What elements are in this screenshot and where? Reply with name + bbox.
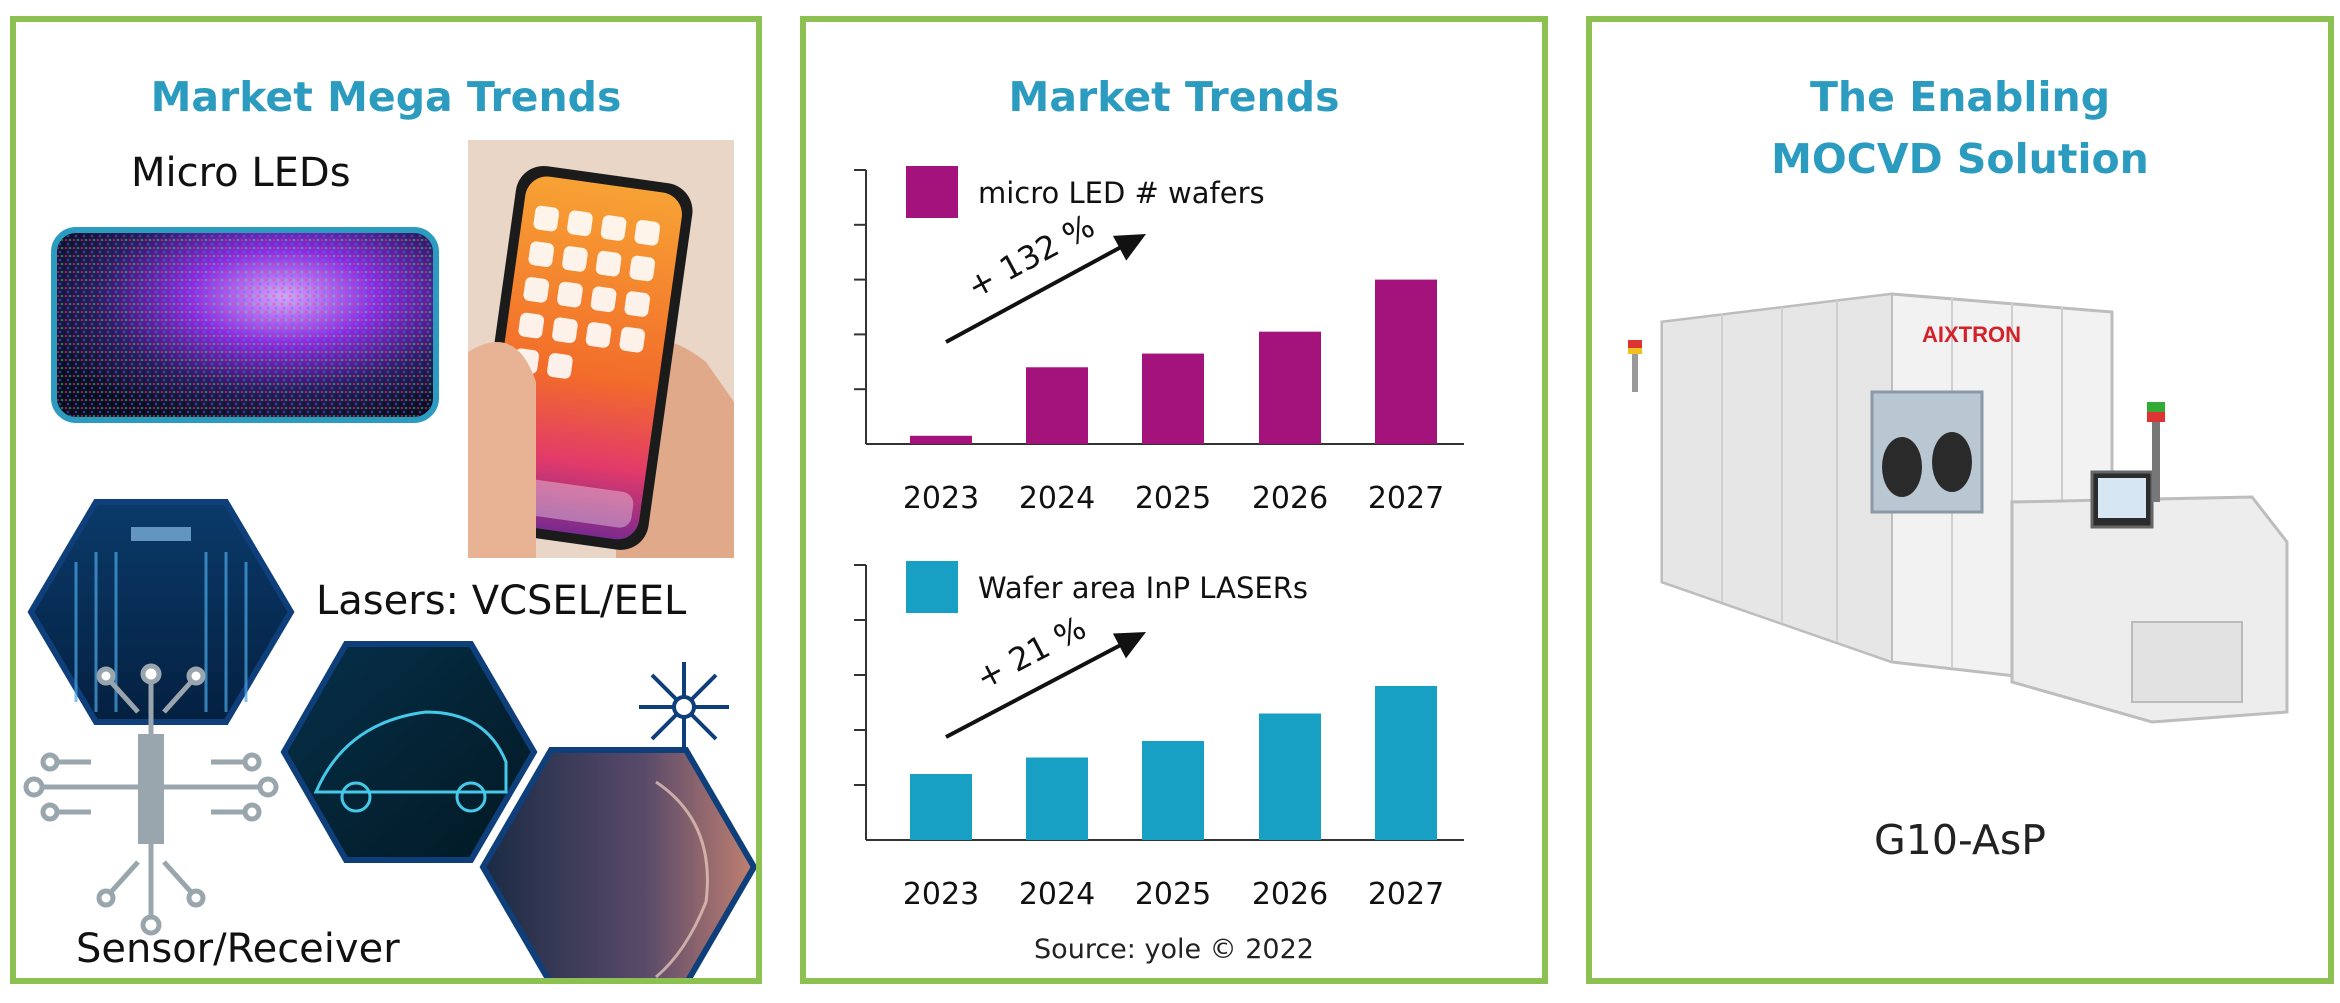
machine-name: G10-AsP [1874,816,2046,864]
panel-title-line2: MOCVD Solution [1771,135,2149,183]
chart1-bar-2025 [1142,353,1204,444]
chart1-x-tick-label: 2024 [1019,481,1095,516]
chart-source: Source: yole © 2022 [1034,934,1314,965]
panel-market-trends: Market Trends 2023 2024 2025 2026 2027 micro … [800,16,1548,984]
panel-title: Market Mega Trends [150,73,622,121]
chart2-trend-arrowhead [1112,632,1146,659]
chart1-bar-2023 [910,435,972,444]
chart2-trend-arrow [945,636,1135,739]
chart2-bar-2023 [910,774,972,840]
panel-market-mega-trends: Market Mega Trends Micro LEDs Lasers: VC… [10,16,762,984]
chart1-bar-2024 [1026,367,1088,444]
chart2-x-tick-label: 2024 [1019,877,1095,912]
label-lasers: Lasers: VCSEL/EEL [316,578,687,624]
machine-brand-label: AIXTRON [1922,322,2021,347]
chart2-legend-label: Wafer area InP LASERs [978,571,1308,605]
chart1-legend-label: micro LED # wafers [978,176,1265,210]
chart1-bar-2027 [1375,279,1437,444]
label-sensor: Sensor/Receiver [76,926,400,972]
micro-led-image [51,227,439,423]
mocvd-machine-image: AIXTRON [1628,292,2289,724]
chart1-x-tick-label: 2023 [903,481,979,516]
chart2-bar-2026 [1259,713,1321,840]
chart1-trend-arrowhead [1112,234,1146,261]
panel-mocvd-solution: The Enabling MOCVD Solution AIXTRON [1586,16,2334,984]
chart2-x-tick-label: 2027 [1368,877,1444,912]
chart2-bar-2027 [1375,686,1437,840]
car-hologram-image [280,641,538,863]
chart2-legend-swatch [906,561,958,613]
data-center-image [27,499,295,725]
chart2-x-tick-label: 2025 [1135,877,1211,912]
laser-burst-icon [639,662,729,752]
chart1-growth-annotation: + 132 % [961,207,1101,306]
chart2-bar-2025 [1142,741,1204,840]
chart1-x-tick-label: 2027 [1368,481,1444,516]
chart1-bar-2026 [1259,331,1321,444]
chart2-x-tick-label: 2023 [903,877,979,912]
chart2-growth-annotation: + 21 % [970,608,1092,697]
chart1-x-tick-label: 2026 [1252,481,1328,516]
chart1-legend-swatch [906,166,958,218]
chart2-bar-2024 [1026,757,1088,840]
panel-title: Market Trends [1008,73,1340,121]
smartphone-image [468,140,734,558]
circuit-icon [23,663,279,936]
chart1-x-tick-label: 2025 [1135,481,1211,516]
panel-title-line1: The Enabling [1809,73,2111,121]
chart1-trend-arrow [945,238,1135,344]
face-scan-image [479,747,756,978]
chart2-x-tick-label: 2026 [1252,877,1328,912]
label-micro-leds: Micro LEDs [131,150,351,196]
